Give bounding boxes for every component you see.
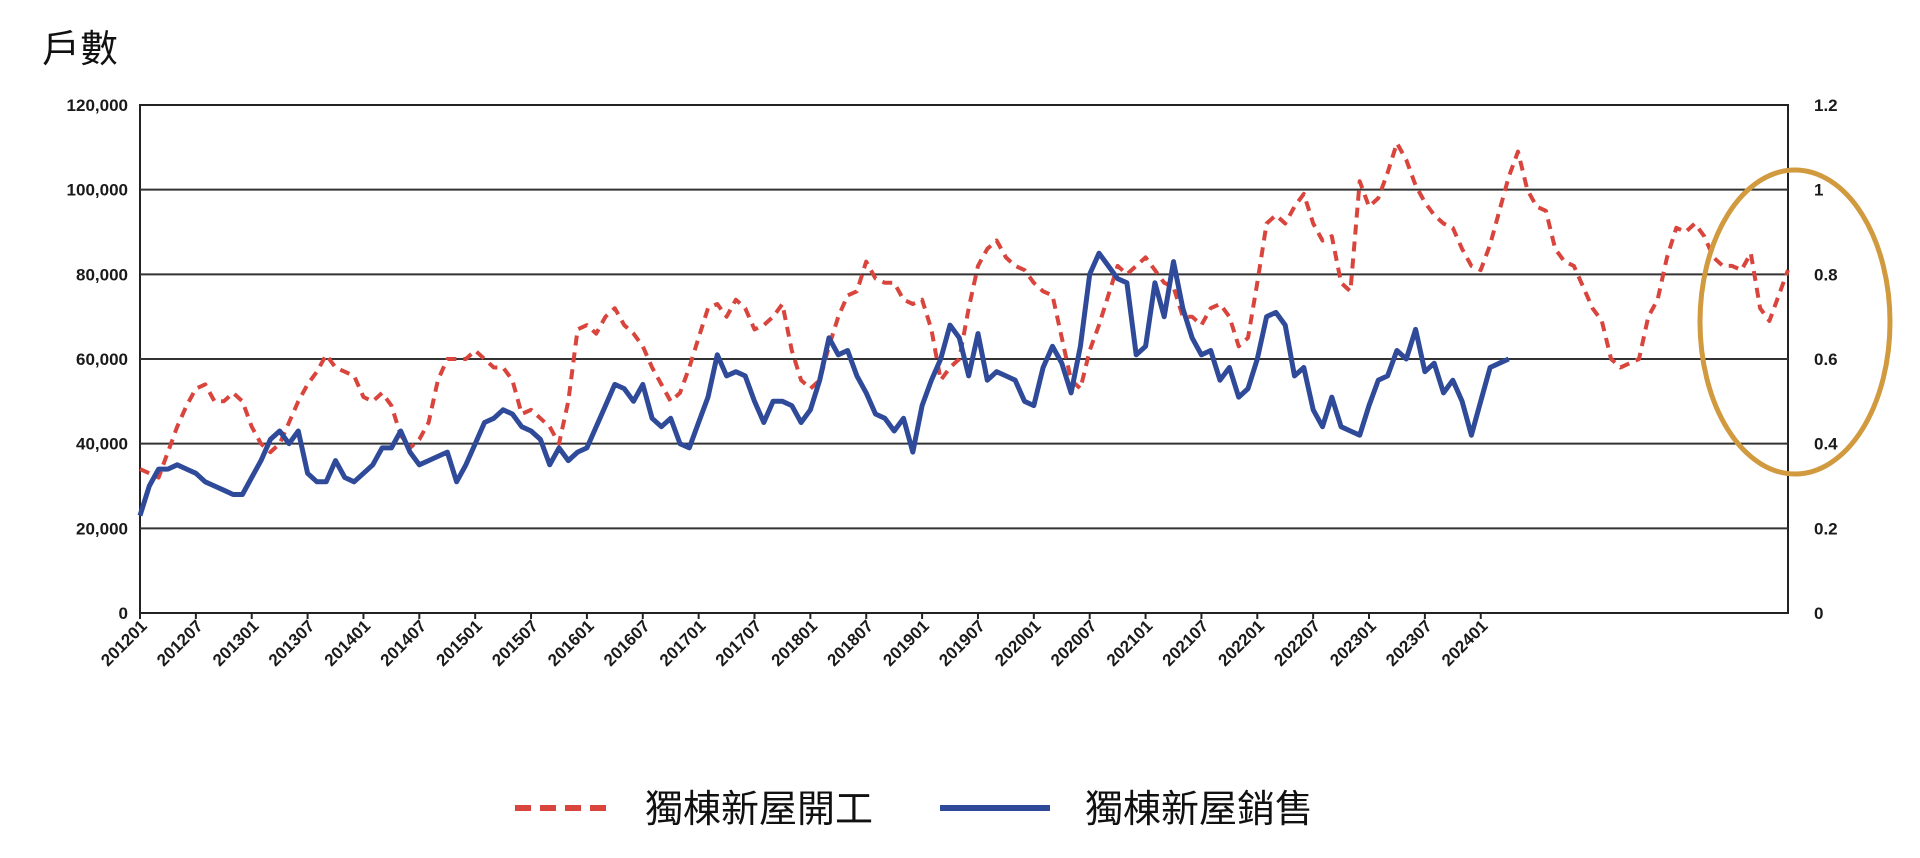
y-left-tick-label: 20,000 bbox=[76, 519, 128, 538]
x-tick-label: 201307 bbox=[265, 616, 319, 670]
x-tick-label: 202207 bbox=[1270, 616, 1324, 670]
x-axis: 201201 201207 201301 201307 201401 201407 2015… bbox=[97, 613, 1492, 670]
y-left-tick-label: 120,000 bbox=[67, 96, 128, 115]
x-tick-label: 201907 bbox=[935, 616, 989, 670]
y-axis-right: 0 0.2 0.4 0.6 0.8 1 1.2 bbox=[1814, 96, 1838, 623]
x-tick-label: 202401 bbox=[1438, 616, 1492, 670]
x-tick-label: 202101 bbox=[1103, 616, 1157, 670]
x-tick-label: 202201 bbox=[1215, 616, 1269, 670]
x-tick-label: 201207 bbox=[153, 616, 207, 670]
x-tick-label: 201507 bbox=[488, 616, 542, 670]
y-right-tick-label: 0.6 bbox=[1814, 350, 1838, 369]
y-left-tick-label: 80,000 bbox=[76, 265, 128, 284]
y-left-tick-label: 100,000 bbox=[67, 181, 128, 200]
series-layer bbox=[137, 141, 1790, 517]
x-tick-label: 201707 bbox=[712, 616, 766, 670]
x-tick-label: 201501 bbox=[432, 616, 486, 670]
y-axis-unit-label: 戶數 bbox=[42, 27, 119, 71]
legend-label-starts: 獨棟新屋開工 bbox=[645, 787, 873, 831]
x-tick-label: 202001 bbox=[991, 616, 1045, 670]
series-line-starts bbox=[139, 141, 1790, 480]
y-right-tick-label: 0.8 bbox=[1814, 265, 1838, 284]
legend-label-sales: 獨棟新屋銷售 bbox=[1085, 787, 1313, 831]
y-right-tick-label: 0 bbox=[1814, 604, 1823, 623]
y-right-tick-label: 0.2 bbox=[1814, 519, 1838, 538]
y-left-tick-label: 0 bbox=[119, 604, 128, 623]
y-right-tick-label: 1 bbox=[1814, 181, 1823, 200]
x-tick-label: 201607 bbox=[600, 616, 654, 670]
y-right-tick-label: 1.2 bbox=[1814, 96, 1838, 115]
y-left-tick-label: 60,000 bbox=[76, 350, 128, 369]
highlight-circle bbox=[1697, 167, 1893, 477]
y-left-tick-label: 40,000 bbox=[76, 435, 128, 454]
x-tick-label: 202301 bbox=[1326, 616, 1380, 670]
x-tick-label: 202007 bbox=[1047, 616, 1101, 670]
x-tick-label: 201201 bbox=[97, 616, 151, 670]
x-tick-label: 201301 bbox=[209, 616, 263, 670]
y-axis-left: 0 20,000 40,000 60,000 80,000 100,000 120,000 bbox=[67, 96, 128, 623]
x-tick-label: 201701 bbox=[656, 616, 710, 670]
x-tick-label: 201901 bbox=[879, 616, 933, 670]
series-line-sales bbox=[137, 250, 1510, 517]
x-tick-label: 202107 bbox=[1159, 616, 1213, 670]
legend: 獨棟新屋開工 獨棟新屋銷售 bbox=[515, 787, 1313, 831]
x-tick-label: 201401 bbox=[321, 616, 375, 670]
x-tick-label: 202307 bbox=[1382, 616, 1436, 670]
x-tick-label: 201807 bbox=[824, 616, 878, 670]
x-tick-label: 201601 bbox=[544, 616, 598, 670]
y-right-tick-label: 0.4 bbox=[1814, 435, 1838, 454]
x-tick-label: 201407 bbox=[377, 616, 431, 670]
x-tick-label: 201801 bbox=[768, 616, 822, 670]
